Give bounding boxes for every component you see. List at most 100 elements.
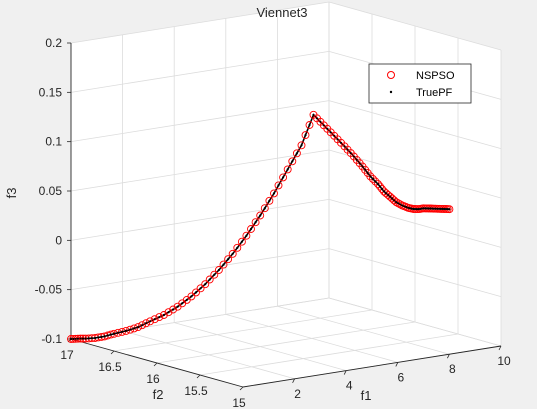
truepf-point xyxy=(384,192,388,195)
nspso-point xyxy=(274,181,283,190)
truepf-point xyxy=(389,195,392,198)
x-axis-label: f1 xyxy=(361,388,372,403)
truepf-point xyxy=(446,208,449,211)
truepf-point xyxy=(358,162,361,165)
nspso-point xyxy=(390,196,399,205)
truepf-point xyxy=(329,131,332,134)
truepf-point xyxy=(425,207,429,210)
truepf-point xyxy=(249,227,253,231)
nspso-point xyxy=(142,319,151,328)
grid-f3-back xyxy=(70,198,330,241)
truepf-point xyxy=(412,207,415,211)
y-tick-label: 16 xyxy=(146,372,160,386)
nspso-point xyxy=(224,255,233,264)
truepf-point xyxy=(295,152,298,155)
nspso-point xyxy=(159,311,168,319)
truepf-point xyxy=(322,124,325,127)
nspso-point xyxy=(192,288,200,297)
truepf-point xyxy=(401,204,404,207)
truepf-point xyxy=(434,207,437,210)
truepf-point xyxy=(410,207,413,210)
truepf-point xyxy=(304,134,307,137)
z-tick-label: 0.05 xyxy=(39,184,63,198)
truepf-point xyxy=(231,252,234,255)
grid-f3-side xyxy=(328,100,502,150)
y-tick-label: 15.5 xyxy=(184,384,208,398)
nspso-point xyxy=(138,321,147,330)
truepf-point xyxy=(399,203,402,206)
truepf-point xyxy=(397,202,400,205)
nspso-point xyxy=(205,275,214,284)
nspso-point xyxy=(228,249,237,258)
truepf-point xyxy=(291,160,294,163)
z-tick-label: -0.05 xyxy=(35,283,63,297)
truepf-point xyxy=(116,331,120,334)
truepf-point xyxy=(172,308,175,311)
z-tick-label: 0.1 xyxy=(45,135,62,149)
x-tick-label: 2 xyxy=(294,387,301,401)
truepf-point xyxy=(190,295,193,298)
truepf-point xyxy=(112,332,116,335)
truepf-point xyxy=(213,273,216,276)
truepf-point xyxy=(69,337,73,341)
truepf-point xyxy=(74,337,77,340)
truepf-point xyxy=(427,207,430,210)
nspso-point xyxy=(288,157,297,166)
truepf-point xyxy=(153,318,156,321)
nspso-point xyxy=(210,270,219,279)
x-axis-line xyxy=(242,345,502,388)
nspso-point xyxy=(164,308,173,317)
x-tick-label: 4 xyxy=(346,379,353,393)
nspso-point xyxy=(233,243,242,252)
truepf-point xyxy=(308,123,311,127)
truepf-point xyxy=(100,335,103,338)
truepf-point xyxy=(208,278,211,281)
nspso-point xyxy=(169,305,178,314)
truepf-point xyxy=(79,337,82,340)
nspso-point xyxy=(270,189,278,198)
grid-f3-side xyxy=(328,248,502,298)
truepf-point xyxy=(236,246,239,249)
nspso-point xyxy=(301,131,310,140)
grid-f3-back xyxy=(70,248,330,291)
nspso-point xyxy=(283,165,292,174)
truepf-point xyxy=(300,144,303,147)
truepf-point xyxy=(395,201,398,204)
truepf-point xyxy=(133,327,136,330)
grid-f3-side xyxy=(328,1,502,51)
truepf-point xyxy=(109,333,112,336)
truepf-point xyxy=(436,207,439,210)
truepf-point xyxy=(149,320,152,323)
z-tick-label: 0 xyxy=(55,233,62,247)
grid-f2-floor xyxy=(199,333,459,376)
grid-f3-side xyxy=(328,297,502,347)
truepf-point xyxy=(272,192,276,195)
truepf-point xyxy=(429,207,432,210)
truepf-point xyxy=(438,207,441,210)
truepf-point xyxy=(413,207,417,211)
truepf-point xyxy=(162,313,165,317)
truepf-point xyxy=(424,207,427,210)
nspso-point xyxy=(378,185,386,193)
nspso-point xyxy=(260,204,269,213)
x-tick-mark xyxy=(343,370,347,375)
y-tick-label: 15 xyxy=(232,396,246,409)
nspso-point xyxy=(256,211,265,220)
truepf-point xyxy=(352,155,355,158)
x-tick-mark xyxy=(395,362,399,367)
truepf-point xyxy=(240,240,243,243)
legend-label-truepf: TruePF xyxy=(416,87,453,99)
truepf-point xyxy=(312,113,315,116)
truepf-point xyxy=(245,234,248,237)
truepf-point xyxy=(72,337,75,340)
grid-f3-back xyxy=(70,100,330,143)
truepf-point xyxy=(415,208,418,211)
truepf-point xyxy=(431,207,434,210)
truepf-point xyxy=(194,291,198,294)
truepf-point xyxy=(366,171,369,175)
truepf-point xyxy=(120,330,124,333)
truepf-point xyxy=(97,336,100,339)
truepf-point xyxy=(374,180,377,183)
grid-f3-back xyxy=(70,297,330,340)
